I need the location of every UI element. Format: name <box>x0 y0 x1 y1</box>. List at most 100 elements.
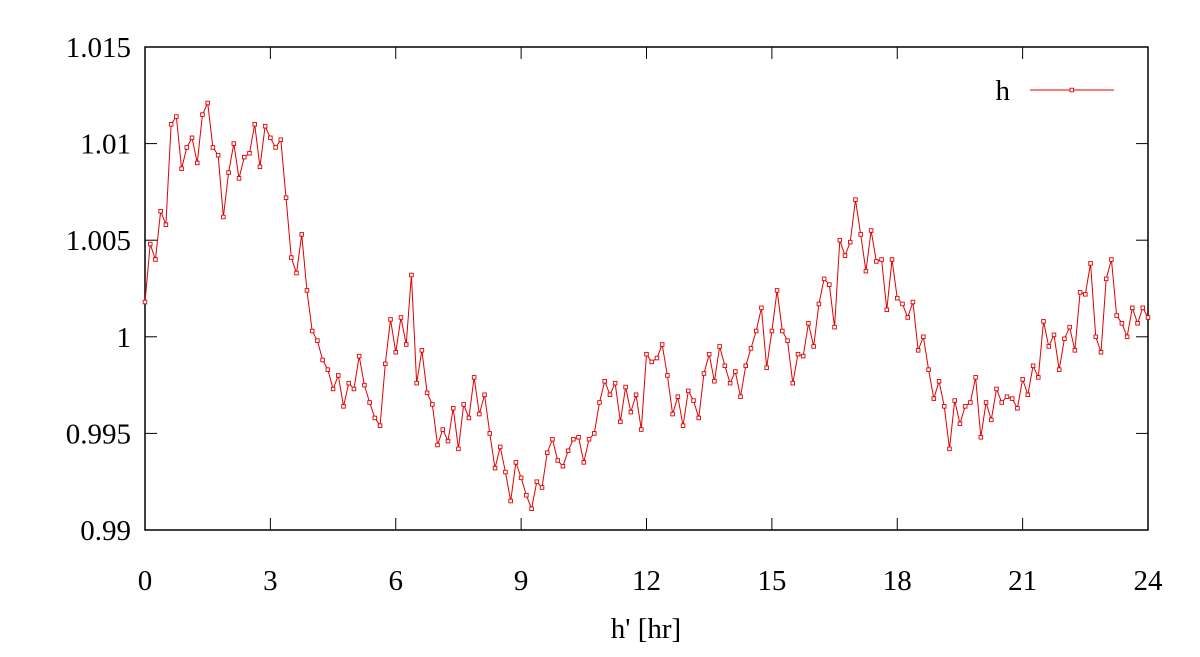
point <box>712 378 717 384</box>
point <box>215 152 221 158</box>
point <box>957 421 963 426</box>
point <box>320 357 325 363</box>
point <box>309 328 315 334</box>
point <box>179 166 184 171</box>
point <box>1109 257 1114 262</box>
point <box>419 348 425 353</box>
point <box>895 295 900 301</box>
point <box>691 398 696 403</box>
x-tick-label: 15 <box>757 565 786 597</box>
point <box>806 321 811 326</box>
point <box>785 338 790 343</box>
point <box>973 375 978 380</box>
point <box>842 253 848 258</box>
point <box>508 498 513 504</box>
point <box>879 257 884 262</box>
point <box>863 268 869 274</box>
point <box>999 400 1004 405</box>
point <box>487 431 493 436</box>
point <box>811 344 816 349</box>
y-tick-label: 1.005 <box>66 225 131 257</box>
point <box>753 328 759 334</box>
point <box>221 214 226 220</box>
point <box>257 164 263 170</box>
legend-label: h <box>996 75 1011 107</box>
point <box>983 400 989 405</box>
point <box>299 232 304 237</box>
point <box>701 371 707 376</box>
point <box>994 386 999 392</box>
point <box>733 369 738 374</box>
point <box>325 367 331 372</box>
point <box>816 301 822 307</box>
point <box>706 351 712 357</box>
point <box>210 145 216 150</box>
y-tick-label: 1.01 <box>80 129 131 161</box>
point <box>931 396 937 401</box>
point <box>827 282 832 287</box>
point <box>289 255 294 260</box>
point <box>226 170 231 175</box>
point <box>774 288 780 293</box>
point <box>304 288 310 293</box>
point <box>628 409 634 415</box>
point <box>461 402 466 407</box>
point <box>576 435 581 440</box>
point <box>889 257 895 262</box>
point <box>592 431 597 436</box>
point <box>200 112 205 117</box>
point <box>858 232 863 237</box>
point <box>936 378 942 384</box>
x-tick-label: 9 <box>514 565 529 597</box>
point <box>565 448 571 454</box>
point <box>252 122 257 127</box>
point <box>853 197 858 202</box>
point <box>962 404 968 409</box>
x-tick-label: 24 <box>1134 565 1164 597</box>
x-tick-label: 0 <box>138 565 153 597</box>
y-tick-label: 0.99 <box>80 515 131 547</box>
y-tick-label: 1 <box>117 322 132 354</box>
point <box>586 436 592 442</box>
point <box>847 239 853 245</box>
point <box>330 386 336 392</box>
point <box>607 392 613 398</box>
point <box>581 460 587 465</box>
point <box>623 384 628 390</box>
point <box>759 305 764 311</box>
x-tick-label: 21 <box>1008 565 1037 597</box>
point <box>597 400 602 405</box>
point <box>1015 406 1020 411</box>
point <box>952 398 957 403</box>
point <box>492 465 498 471</box>
point <box>236 176 242 181</box>
point <box>670 411 675 417</box>
point <box>356 353 362 359</box>
point <box>231 141 237 146</box>
point <box>383 361 388 367</box>
point <box>518 475 524 481</box>
point <box>1124 334 1130 340</box>
point <box>1088 261 1093 266</box>
point <box>602 378 607 384</box>
point <box>633 392 639 398</box>
point <box>884 307 890 313</box>
point <box>247 151 252 156</box>
point <box>905 315 910 320</box>
point <box>273 145 278 150</box>
point <box>147 241 153 247</box>
point <box>1056 367 1062 372</box>
point <box>874 259 879 264</box>
point <box>910 299 916 305</box>
point <box>456 446 461 452</box>
x-axis-label: h' [hr] <box>611 613 681 645</box>
point <box>1030 363 1036 369</box>
point <box>544 450 550 455</box>
point <box>989 417 994 423</box>
point <box>571 436 576 442</box>
point <box>942 404 947 409</box>
point <box>795 351 801 357</box>
point <box>1083 292 1088 297</box>
x-tick-label: 12 <box>632 565 661 597</box>
point <box>524 492 529 498</box>
